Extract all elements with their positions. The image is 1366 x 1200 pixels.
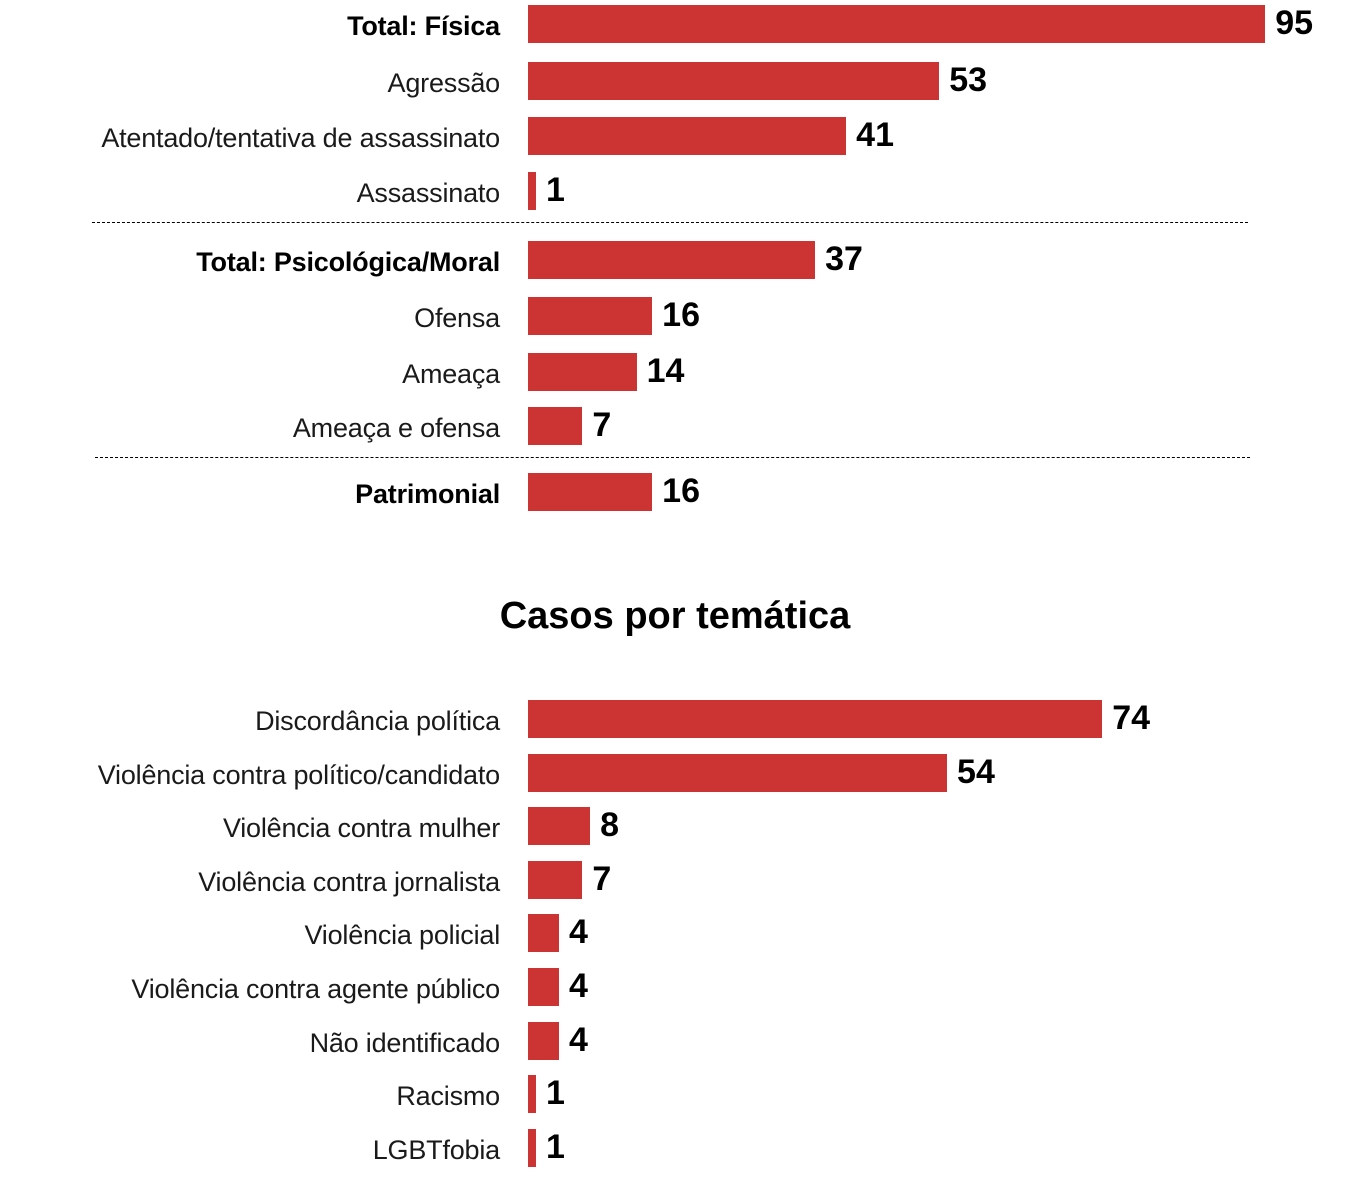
value-label: 4 bbox=[569, 967, 588, 1005]
value-label: 14 bbox=[646, 352, 685, 390]
category-label: Atentado/tentativa de assassinato bbox=[101, 123, 500, 153]
value-label: 1 bbox=[546, 1128, 565, 1166]
value-label: 95 bbox=[1275, 4, 1314, 42]
category-label: Violência contra mulher bbox=[222, 813, 500, 843]
category-label: Violência policial bbox=[304, 920, 500, 950]
value-label: 41 bbox=[856, 116, 894, 154]
category-label: LGBTfobia bbox=[372, 1135, 500, 1165]
group-divider bbox=[95, 457, 1250, 458]
bar bbox=[528, 473, 653, 511]
value-label: 16 bbox=[662, 472, 700, 510]
value-label: 7 bbox=[592, 860, 612, 898]
bar bbox=[528, 5, 1266, 43]
bar bbox=[528, 172, 536, 210]
category-label: Violência contra jornalista bbox=[198, 867, 500, 897]
bar bbox=[528, 700, 1103, 738]
value-label: 16 bbox=[662, 296, 700, 334]
bar bbox=[528, 754, 948, 792]
bar bbox=[528, 1075, 536, 1113]
category-label: Agressão bbox=[387, 68, 501, 98]
value-label: 37 bbox=[825, 240, 863, 278]
value-label: 7 bbox=[592, 406, 612, 444]
bar bbox=[528, 1129, 536, 1167]
bar bbox=[528, 117, 847, 155]
category-label: Patrimonial bbox=[355, 479, 500, 509]
value-label: 8 bbox=[600, 806, 619, 844]
category-label: Violência contra político/candidato bbox=[97, 760, 500, 790]
category-label: Total: Psicológica/Moral bbox=[196, 247, 500, 277]
category-label: Ameaça bbox=[402, 359, 500, 389]
bar bbox=[528, 968, 560, 1006]
bar bbox=[528, 1022, 560, 1060]
category-label: Ofensa bbox=[414, 303, 500, 333]
category-label: Não identificado bbox=[309, 1028, 501, 1058]
group-divider bbox=[92, 222, 1248, 223]
bar bbox=[528, 353, 637, 391]
chart-title-casos-por-tematica: Casos por temática bbox=[499, 595, 851, 637]
bar bbox=[528, 407, 583, 445]
value-label: 4 bbox=[569, 913, 588, 951]
category-label: Assassinato bbox=[356, 178, 501, 208]
bar bbox=[528, 297, 653, 335]
value-label: 53 bbox=[949, 61, 988, 99]
category-label: Violência contra agente público bbox=[131, 974, 500, 1004]
category-label: Ameaça e ofensa bbox=[292, 413, 500, 443]
bar bbox=[528, 861, 583, 899]
bar bbox=[528, 807, 591, 845]
bar bbox=[528, 914, 560, 952]
category-label: Racismo bbox=[396, 1081, 500, 1111]
category-label: Discordância política bbox=[255, 706, 500, 736]
value-label: 54 bbox=[957, 753, 995, 791]
bar bbox=[528, 241, 816, 279]
value-label: 74 bbox=[1112, 699, 1151, 737]
value-label: 4 bbox=[569, 1021, 588, 1059]
value-label: 1 bbox=[546, 1074, 565, 1112]
bar bbox=[528, 62, 940, 100]
category-label: Total: Física bbox=[347, 11, 500, 41]
value-label: 1 bbox=[546, 171, 565, 209]
